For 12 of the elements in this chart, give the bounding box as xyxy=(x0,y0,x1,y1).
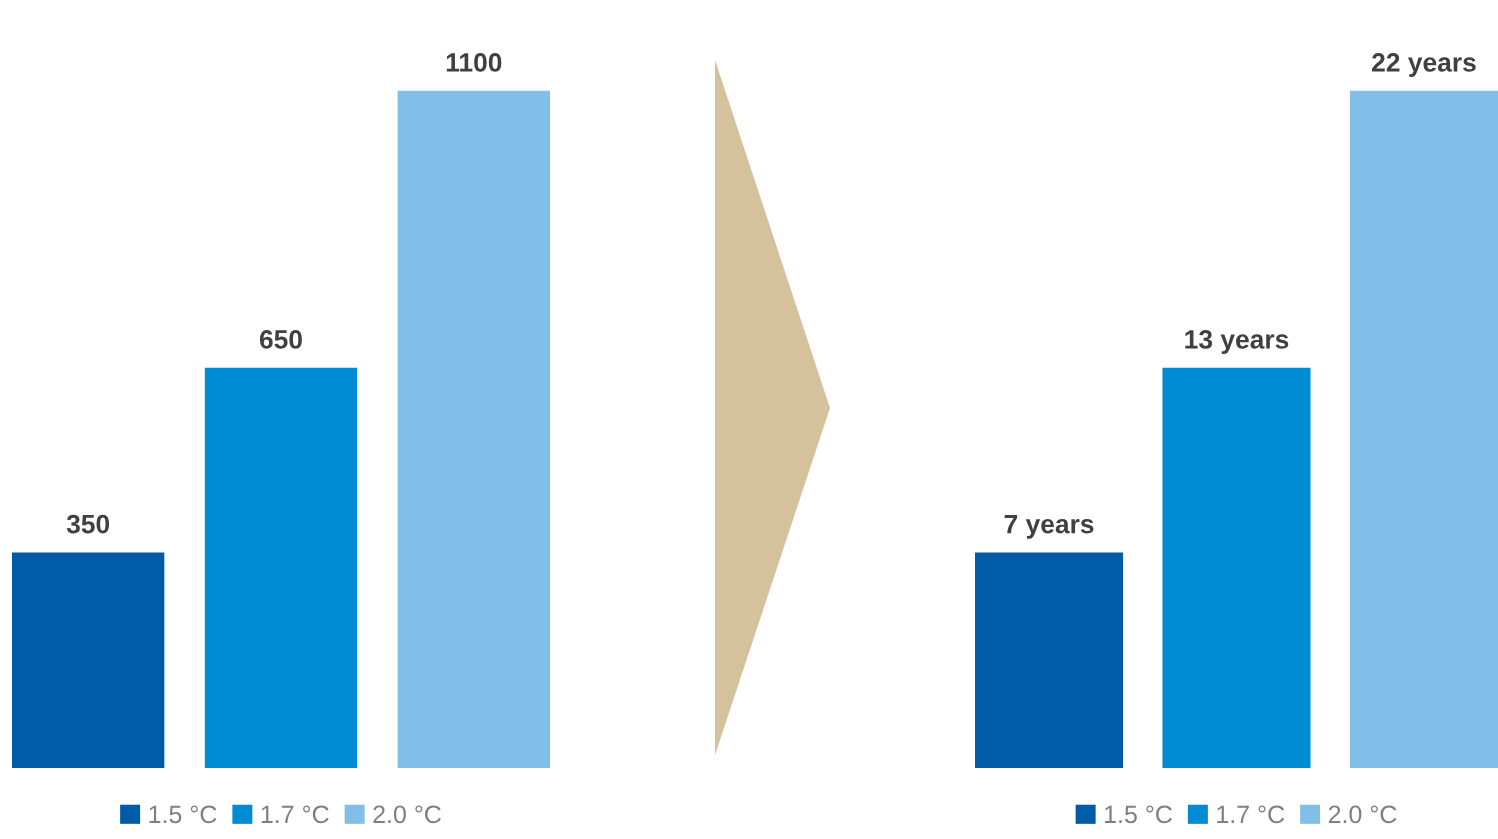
data-label: 350 xyxy=(66,514,110,534)
data-label: 22 years xyxy=(1372,53,1476,77)
data-label: 1100 xyxy=(446,53,502,72)
data-label: 650 xyxy=(259,330,302,349)
legend-label: 1.5 °C xyxy=(149,805,217,824)
legend-label: 1.7 °C xyxy=(261,805,329,824)
legend-label: 2.0 °C xyxy=(1328,805,1397,824)
data-label: 13 years xyxy=(1185,330,1289,354)
legend-label: 1.7 °C xyxy=(1217,805,1285,824)
legend-label: 2.0 °C xyxy=(373,805,441,824)
legend-label: 1.5 °C xyxy=(1105,805,1172,824)
data-label: 7 years xyxy=(1004,515,1094,539)
